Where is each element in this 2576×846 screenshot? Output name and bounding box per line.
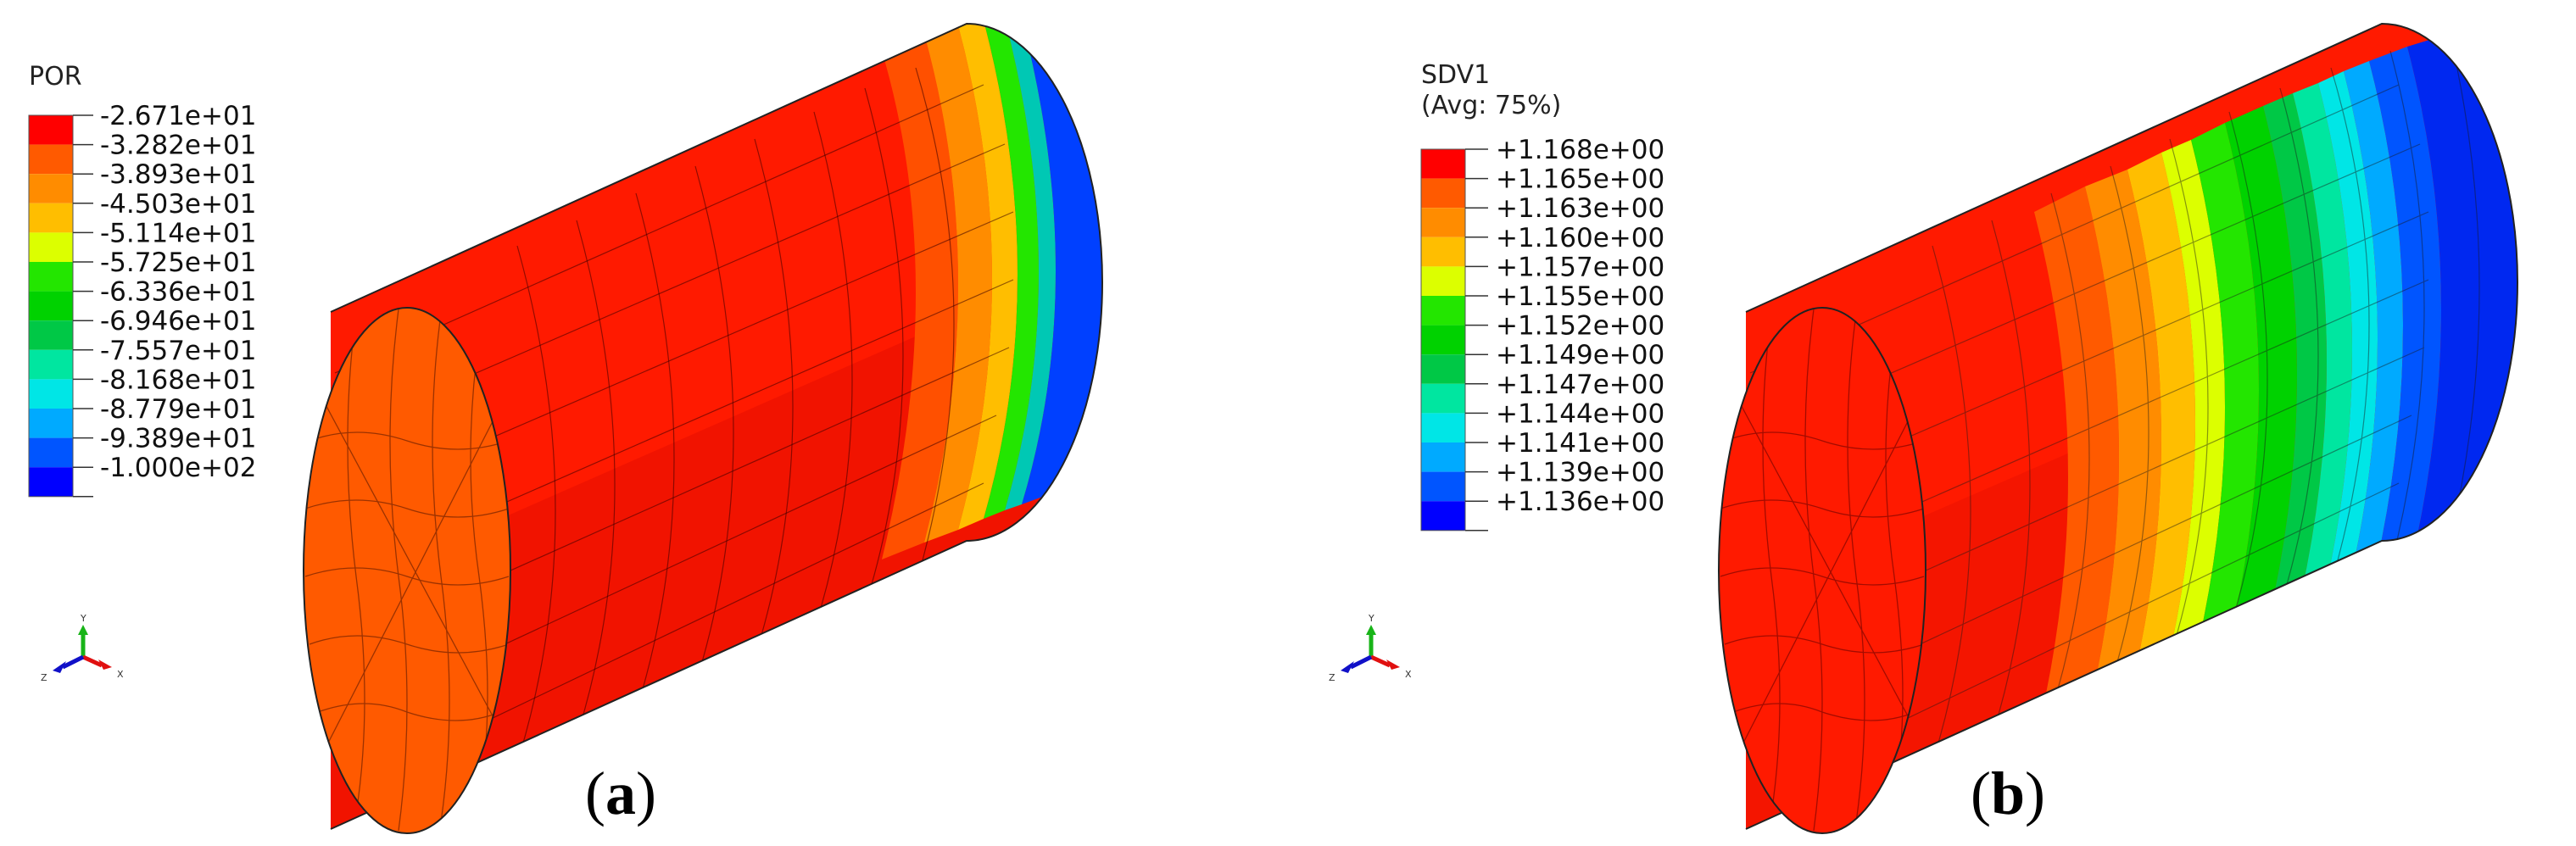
legend-label: -7.557e+01 [100,336,256,366]
legend-label: +1.141e+00 [1496,428,1664,459]
legend-swatch [1421,178,1465,209]
legend-label: -6.336e+01 [100,277,256,308]
legend-swatch [1421,237,1465,267]
legend-swatch [1421,413,1465,442]
cylinder-model-a: -2.671e+01-3.282e+01-3.893e+01-4.503e+01… [28,22,1103,834]
legend-label: -1.000e+02 [100,453,256,483]
legend-label: +1.163e+00 [1496,193,1664,224]
legend-swatch [29,291,73,321]
legend-label: -8.779e+01 [100,394,256,425]
legend-swatch [29,144,73,175]
legend-swatch [1421,149,1465,179]
end-face-b [1718,307,1926,834]
legend-title-b: SDV1 [1421,60,1491,90]
legend-label: +1.155e+00 [1496,281,1664,312]
legend-label: -2.671e+01 [100,101,256,131]
legend-swatch [1421,266,1465,296]
legend-label: -4.503e+01 [100,189,256,220]
legend-label: +1.147e+00 [1496,370,1664,400]
caption-b: (b) [1971,760,2046,827]
cylinder-model-b: +1.168e+00+1.165e+00+1.163e+00+1.160e+00… [1329,22,2518,834]
legend-label: -8.168e+01 [100,365,256,395]
legend-swatch [1421,471,1465,502]
legend-swatch [29,467,73,497]
legend-swatch [1421,442,1465,472]
legend-label: +1.136e+00 [1496,487,1664,517]
legend-label: +1.157e+00 [1496,252,1664,282]
legend-swatch [1421,325,1465,355]
end-face-a [303,307,511,834]
legend-label: +1.160e+00 [1496,223,1664,253]
legend-b: +1.168e+00+1.165e+00+1.163e+00+1.160e+00… [1420,135,1664,532]
legend-a: -2.671e+01-3.282e+01-3.893e+01-4.503e+01… [28,101,256,498]
legend-label: +1.149e+00 [1496,340,1664,370]
triad-z-label: Z [41,672,47,683]
legend-label: -5.114e+01 [100,218,256,248]
legend-label: +1.139e+00 [1496,458,1664,488]
legend-swatch [29,409,73,438]
legend-label: -9.389e+01 [100,424,256,454]
legend-swatch [1421,383,1465,414]
legend-swatch [29,320,73,350]
coordinate-triad-icon: Y X Z [41,613,124,683]
legend-swatch [29,437,73,468]
legend-swatch [1421,501,1465,531]
coordinate-triad-icon: Y X Z [1329,613,1412,683]
legend-swatch [29,262,73,292]
legend-label: -5.725e+01 [100,248,256,278]
triad-z-label: Z [1329,672,1335,683]
triad-y-label: Y [80,613,86,624]
legend-swatch [1421,208,1465,237]
legend-swatch [29,349,73,380]
legend-label: -3.282e+01 [100,131,256,161]
legend-swatch [29,232,73,262]
legend-title-a: POR [29,62,82,92]
legend-label: -6.946e+01 [100,306,256,337]
legend-swatch [1421,296,1465,326]
legend-swatch [29,174,73,203]
panel-b: +1.168e+00 +1.165e+00 +1.163e+00 +1.160e+00… [1288,0,2576,846]
legend-label: -3.893e+01 [100,159,256,190]
legend-swatch [1421,354,1465,384]
legend-label: +1.152e+00 [1496,311,1664,342]
legend-label: +1.165e+00 [1496,164,1664,195]
legend-label: +1.144e+00 [1496,398,1664,429]
triad-x-label: X [1405,669,1412,680]
legend-label: +1.168e+00 [1496,135,1664,165]
panel-a: -2.671e+01 -3.282e+01 -3.893e+01 -4.503e+01… [28,22,1103,834]
triad-x-label: X [117,669,124,680]
legend-subtitle-b: (Avg: 75%) [1421,91,1562,120]
legend-swatch [29,203,73,233]
legend-swatch [29,379,73,409]
legend-swatch [29,115,73,145]
triad-y-label: Y [1368,613,1374,624]
caption-a: (a) [585,760,656,827]
